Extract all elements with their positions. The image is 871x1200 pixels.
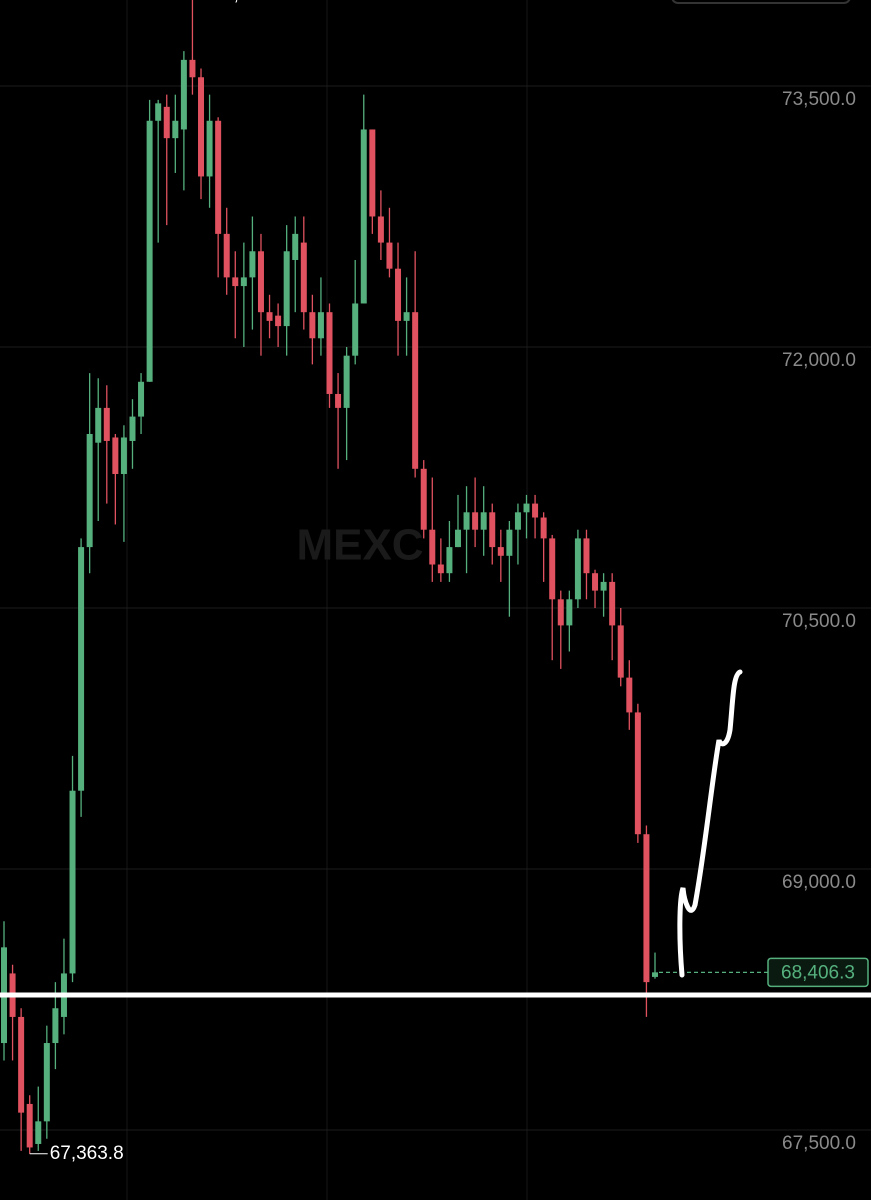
candle-body [326, 312, 333, 394]
candle-body [574, 538, 581, 600]
candle-body [129, 416, 136, 441]
candle-body [506, 529, 513, 556]
candle-body [249, 251, 256, 278]
candle-body [206, 120, 213, 177]
low-label: 67,363.8 [50, 1143, 124, 1164]
candle-body [395, 268, 402, 321]
candle-body [95, 407, 102, 443]
candle-body [540, 517, 547, 539]
candle-body [146, 120, 153, 382]
candle-body [232, 277, 239, 287]
candle-body [489, 512, 496, 548]
candle-body [369, 129, 376, 217]
candle-body [472, 512, 479, 530]
candle-body [454, 529, 461, 548]
candle-body [266, 312, 273, 321]
candle-body [446, 547, 453, 574]
candle-body [172, 120, 179, 139]
candle-body [112, 437, 119, 475]
candle-body [309, 312, 316, 339]
candle-body [497, 547, 504, 556]
candle-body [437, 564, 444, 574]
candle-body [283, 251, 290, 327]
candle-body [275, 315, 282, 327]
candle-body [557, 599, 564, 626]
watermark: MEXC [296, 521, 423, 570]
candle-body [69, 790, 76, 974]
candle-body [360, 129, 367, 304]
candle-body [386, 242, 393, 269]
candle-body [403, 312, 410, 321]
candle-body [609, 581, 616, 626]
candle-body [352, 303, 359, 356]
candle-body [583, 538, 590, 574]
candle-body [240, 277, 247, 287]
y-tick-label: 69,000.0 [782, 872, 856, 893]
y-tick-label: 72,000.0 [782, 350, 856, 371]
candle-body [652, 972, 658, 977]
candle-body [292, 233, 299, 260]
y-tick-label: 70,500.0 [782, 611, 856, 632]
candle-body [626, 677, 633, 713]
candle-body [52, 1008, 59, 1044]
candle-body [523, 503, 530, 513]
toolbar-button[interactable] [671, 0, 851, 4]
candle-body [420, 468, 427, 530]
candle-body [120, 437, 127, 475]
last-price-label: 68,406.3 [781, 962, 855, 983]
candle-body [198, 77, 205, 177]
candle-body [643, 834, 650, 983]
last-price-box [767, 957, 869, 988]
candle-body [566, 599, 573, 626]
candle-body [592, 573, 599, 591]
candle-body [215, 120, 222, 234]
candle-body [617, 625, 624, 678]
candle-body [335, 393, 342, 408]
candle-body [78, 547, 85, 791]
candle-body [223, 233, 230, 278]
candle-body [189, 59, 196, 78]
candle-body [138, 381, 145, 417]
candle-body [549, 538, 556, 600]
candle-body [412, 312, 419, 469]
candle-body [377, 216, 384, 243]
candle-body [43, 1043, 50, 1122]
high-label: 74,023.2 [212, 0, 286, 5]
candle-body [429, 529, 436, 565]
drawn-arrow [677, 669, 743, 978]
candle-body [163, 106, 170, 139]
y-tick-label: 67,500.0 [782, 1133, 856, 1154]
candle-body [86, 433, 93, 548]
y-tick-label: 73,500.0 [782, 89, 856, 110]
candle-body [155, 103, 162, 121]
candle-body [343, 355, 350, 408]
candle-body [634, 712, 641, 835]
candle-body [26, 1103, 33, 1148]
candle-body [514, 512, 521, 530]
candle-body [480, 512, 487, 530]
candle-body [300, 242, 307, 313]
candle-body [35, 1121, 42, 1144]
candle-body [257, 251, 264, 313]
candle-body [317, 312, 324, 339]
candle-body [18, 1016, 25, 1113]
candle-body [463, 512, 470, 530]
candle-body [103, 407, 110, 441]
candle-body [600, 581, 607, 591]
candle-body [180, 59, 187, 130]
candle-body [532, 503, 539, 518]
